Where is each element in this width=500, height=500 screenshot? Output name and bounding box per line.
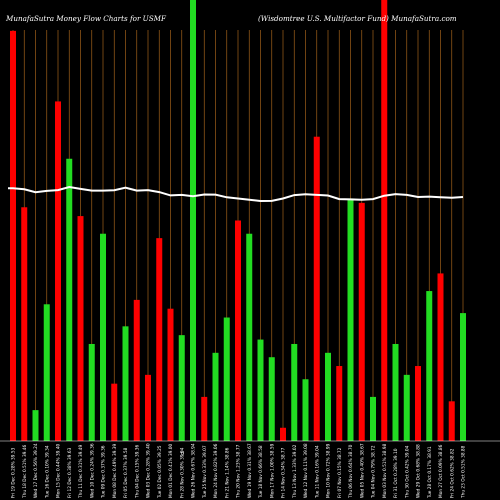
- bar-up: [392, 343, 399, 441]
- x-tick-label: Thu 13 Nov 1.33% 39.02: [292, 444, 298, 499]
- x-tick-label: Thu 11 Dec 0.31% 39.49: [78, 444, 84, 499]
- x-tick-label: Tue 16 Dec 0.10% 39.34: [44, 445, 50, 499]
- bar-up: [347, 198, 354, 441]
- x-tick-label: Mon 27 Oct 0.09% 38.86: [438, 444, 444, 498]
- x-tick-label: Wed 29 Oct 0.68% 38.88: [416, 444, 422, 498]
- x-tick-label: Fri 31 Oct 0.28% 39.10: [393, 448, 399, 498]
- x-tick-labels: Fri 19 Dec 0.28% 39.53 Thu 18 Dec 0.51% 3…: [11, 443, 467, 499]
- x-tick-label: Fri 07 Nov 0.15% 38.72: [337, 447, 343, 498]
- x-tick-label: Thu 30 Oct 0.42% 39.04: [404, 445, 410, 499]
- bar-up: [66, 158, 73, 441]
- chart-title: MunafaSutra Money Flow Charts for USMF: [5, 14, 167, 23]
- bar-down: [381, 0, 388, 441]
- x-tick-label: Wed 19 Nov 0.31% 38.67: [247, 443, 253, 498]
- bar-up: [100, 233, 106, 441]
- bar-down: [156, 238, 163, 441]
- x-tick-label: Tue 11 Nov 0.16% 39.04: [314, 445, 320, 499]
- bar-up: [426, 291, 433, 441]
- bar-down: [313, 136, 320, 441]
- x-tick-label: Thu 20 Nov 1.23% 38.77: [236, 444, 242, 499]
- bar-up: [403, 374, 410, 441]
- x-tick-label: Mon 15 Dec 0.44% 39.40: [56, 443, 62, 498]
- x-tick-label: Thu 18 Dec 0.51% 39.46: [22, 444, 28, 499]
- bar-up: [268, 357, 275, 441]
- x-tick-label: Fri 24 Oct 0.62% 38.82: [449, 448, 455, 498]
- bar-down: [167, 308, 174, 441]
- x-tick-label: Fri 21 Nov 1.14% 38.86: [224, 447, 230, 498]
- price-line: [8, 185, 464, 203]
- x-tick-label: Fri 12 Dec 0.38% 39.63: [67, 447, 73, 498]
- bar-down: [235, 220, 241, 441]
- bar-up: [302, 379, 309, 441]
- x-tick-label: Tue 04 Nov 0.79% 38.72: [371, 445, 377, 499]
- chart-subtitle: (Wisdomtree U.S. Multifactor Fund) Munaf…: [258, 14, 457, 23]
- zero-label: 0: [181, 451, 184, 457]
- x-tick-label: Mon 01 Dec 0.41% 39.00: [168, 443, 174, 498]
- bar-down: [77, 216, 84, 441]
- bar-up: [246, 233, 253, 441]
- bar-up: [223, 317, 230, 441]
- bar-down: [21, 207, 28, 441]
- x-tick-label: Mon 10 Nov 0.72% 38.99: [326, 443, 332, 498]
- bar-up: [178, 335, 185, 441]
- bar-down: [10, 30, 16, 442]
- bar-down: [145, 374, 151, 441]
- x-tick-label: Thu 06 Nov 0.64% 38.70: [348, 444, 354, 499]
- x-tick-label: Fri 19 Dec 0.28% 39.53: [11, 447, 17, 498]
- x-tick-label: Mon 08 Dec 0.49% 39.39: [112, 443, 118, 498]
- bar-up: [212, 352, 219, 441]
- bar-down: [448, 401, 455, 441]
- x-tick-label: Tue 18 Nov 0.66% 38.58: [258, 445, 264, 499]
- bar-down: [358, 202, 365, 441]
- x-tick-label: Thu 04 Dec 0.15% 39.36: [134, 444, 140, 499]
- x-tick-label: Tue 25 Nov 0.33% 39.07: [202, 445, 208, 499]
- bar-down: [336, 366, 343, 441]
- bar-up: [325, 352, 331, 441]
- x-tick-label: Mon 24 Nov 0.82% 39.06: [213, 443, 219, 498]
- x-tick-label: Wed 03 Dec 0.28% 39.40: [146, 443, 152, 498]
- bar-down: [437, 273, 444, 441]
- bar-down: [55, 101, 61, 442]
- bar-up: [370, 396, 376, 441]
- money-flow-bars: [10, 0, 466, 442]
- x-tick-label: Wed 12 Nov 0.11% 39.08: [303, 443, 309, 498]
- bar-down: [201, 396, 208, 441]
- x-tick-label: Fri 14 Nov 0.34% 38.77: [281, 447, 287, 498]
- x-tick-label: Wed 05 Nov 0.40% 38.67: [359, 443, 365, 498]
- bar-up: [257, 339, 264, 441]
- bar-up: [190, 0, 196, 441]
- bar-up: [32, 410, 39, 441]
- x-tick-label: Wed 26 Nov 0.67% 38.94: [191, 443, 197, 498]
- x-tick-label: Tue 09 Dec 0.37% 39.36: [101, 445, 107, 499]
- bar-up: [460, 313, 466, 441]
- bar-down: [111, 383, 118, 441]
- bar-down: [280, 427, 286, 441]
- bar-down: [415, 366, 421, 441]
- x-tick-label: Mon 03 Nov 0.51% 38.98: [382, 443, 388, 498]
- x-tick-label: Tue 02 Dec 0.05% 39.25: [157, 445, 163, 499]
- x-tick-label: Thu 23 Oct 0.51% 38.88: [461, 445, 467, 499]
- x-tick-label: Wed 17 Dec 0.56% 39.24: [33, 443, 39, 498]
- x-tick-label: Fri 05 Dec 0.37% 39.58: [123, 447, 129, 498]
- bar-up: [122, 326, 129, 441]
- bar-down: [133, 299, 140, 441]
- x-tick-label: Fri 28 Nov 0.30% 39.04: [179, 447, 185, 498]
- x-tick-label: Mon 17 Nov 1.00% 38.59: [269, 443, 275, 498]
- bar-up: [43, 304, 50, 441]
- x-tick-label: Tue 28 Oct 0.17% 38.91: [427, 446, 433, 499]
- bar-up: [291, 343, 298, 441]
- x-tick-label: Wed 10 Dec 0.24% 39.36: [89, 443, 95, 498]
- bar-up: [88, 343, 95, 441]
